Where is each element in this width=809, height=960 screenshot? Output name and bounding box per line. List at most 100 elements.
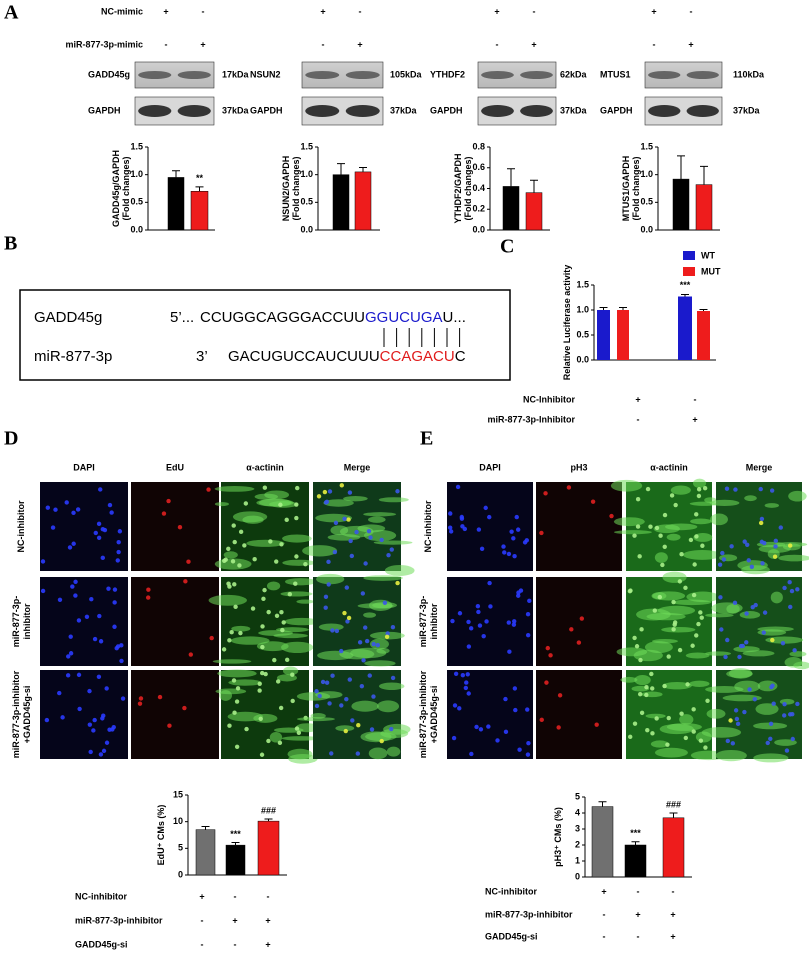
- fiber: [335, 725, 355, 732]
- y-axis-label-line: Relative Luciferase activity: [562, 265, 572, 381]
- protein-label: NSUN2: [250, 69, 281, 79]
- nucleus: [705, 698, 710, 704]
- nucleus: [252, 557, 257, 562]
- y-tick-label: 1.5: [576, 279, 589, 289]
- nucleus: [733, 487, 738, 492]
- row-label-line: miR-877-3p-inhibitor: [11, 670, 21, 758]
- blot-band: [520, 105, 553, 117]
- fiber: [296, 599, 314, 604]
- nucleus: [243, 501, 249, 506]
- nucleus: [97, 613, 102, 619]
- nucleus: [266, 738, 271, 744]
- nucleus: [451, 735, 457, 741]
- y-axis-label: Relative Luciferase activity: [562, 265, 572, 381]
- row-label: miR-877-3p-inhibitor: [418, 596, 439, 648]
- fiber: [657, 605, 696, 616]
- protein-label: GADD45g: [88, 69, 130, 79]
- nucleus: [71, 541, 76, 546]
- blot-band: [686, 71, 719, 79]
- y-tick-label: 0.0: [640, 224, 653, 234]
- micrograph: [536, 482, 622, 571]
- nucleus: [770, 637, 775, 643]
- nucleus: [569, 627, 574, 632]
- fiber: [350, 647, 387, 659]
- nucleus: [730, 741, 736, 746]
- nucleus: [778, 525, 783, 530]
- nucleus: [512, 686, 518, 691]
- nucleus: [638, 691, 643, 697]
- nucleus: [238, 630, 243, 636]
- nucleus: [368, 535, 373, 540]
- fiber: [686, 591, 720, 603]
- nucleus: [44, 717, 50, 723]
- nucleus: [666, 715, 671, 721]
- nucleus: [639, 627, 644, 632]
- nucleus: [260, 670, 265, 676]
- nucleus: [448, 511, 453, 516]
- nucleus: [339, 648, 344, 654]
- nucleus: [759, 516, 765, 522]
- nucleus: [349, 553, 355, 559]
- nucleus: [698, 738, 704, 743]
- nucleus: [294, 726, 300, 731]
- fiber: [384, 564, 415, 576]
- fiber: [683, 549, 722, 560]
- nucleus: [57, 690, 62, 696]
- fiber: [715, 749, 747, 762]
- nucleus: [543, 491, 548, 496]
- nucleus: [359, 683, 365, 689]
- fiber: [363, 612, 377, 618]
- nucleus: [316, 494, 322, 499]
- nucleus: [231, 678, 237, 683]
- bar: [354, 171, 372, 231]
- bar: [624, 844, 647, 878]
- nucleus: [719, 627, 724, 632]
- nucleus: [112, 587, 118, 592]
- nucleus: [468, 626, 474, 631]
- row-label: miR-877-3p-inhibitor: [11, 596, 32, 648]
- nucleus: [167, 723, 172, 728]
- nucleus: [539, 530, 544, 536]
- nucleus: [502, 550, 507, 555]
- nucleus: [789, 588, 795, 594]
- nucleus: [114, 646, 119, 651]
- fiber: [654, 747, 688, 758]
- nucleus: [649, 671, 654, 677]
- nucleus: [566, 485, 572, 490]
- nucleus: [465, 672, 470, 677]
- fiber: [661, 626, 696, 633]
- nucleus: [92, 717, 97, 723]
- blot-band: [481, 105, 514, 117]
- nucleus: [768, 736, 773, 741]
- nucleus: [323, 594, 329, 600]
- protein-label: MTUS1: [600, 69, 631, 79]
- nucleus: [525, 752, 531, 757]
- y-axis-label-line: GADD45g/GAPDH: [111, 150, 121, 227]
- nucleus: [749, 564, 755, 569]
- condition-sign: +: [199, 891, 204, 901]
- condition-label: NC-inhibitor: [485, 886, 537, 896]
- fiber: [368, 747, 388, 760]
- fiber: [365, 732, 397, 742]
- fiber: [368, 516, 386, 523]
- nucleus: [782, 713, 787, 718]
- nucleus: [782, 585, 787, 591]
- nucleus: [101, 713, 106, 718]
- fiber: [709, 499, 740, 507]
- nucleus: [70, 584, 75, 589]
- nucleus: [725, 738, 731, 744]
- kda-label: 110kDa: [733, 69, 765, 79]
- fiber: [282, 559, 316, 566]
- fiber: [230, 636, 270, 645]
- y-tick-label: 0.0: [300, 224, 313, 234]
- nucleus: [364, 638, 370, 644]
- panel-label: C: [500, 236, 514, 258]
- sequence-segment: CCAGACU: [380, 348, 455, 365]
- nucleus: [279, 542, 284, 547]
- nucleus: [455, 484, 461, 490]
- fiber: [654, 552, 668, 563]
- column-header: Merge: [344, 462, 371, 472]
- nucleus: [363, 561, 368, 566]
- nucleus: [384, 634, 390, 640]
- fiber: [316, 573, 345, 585]
